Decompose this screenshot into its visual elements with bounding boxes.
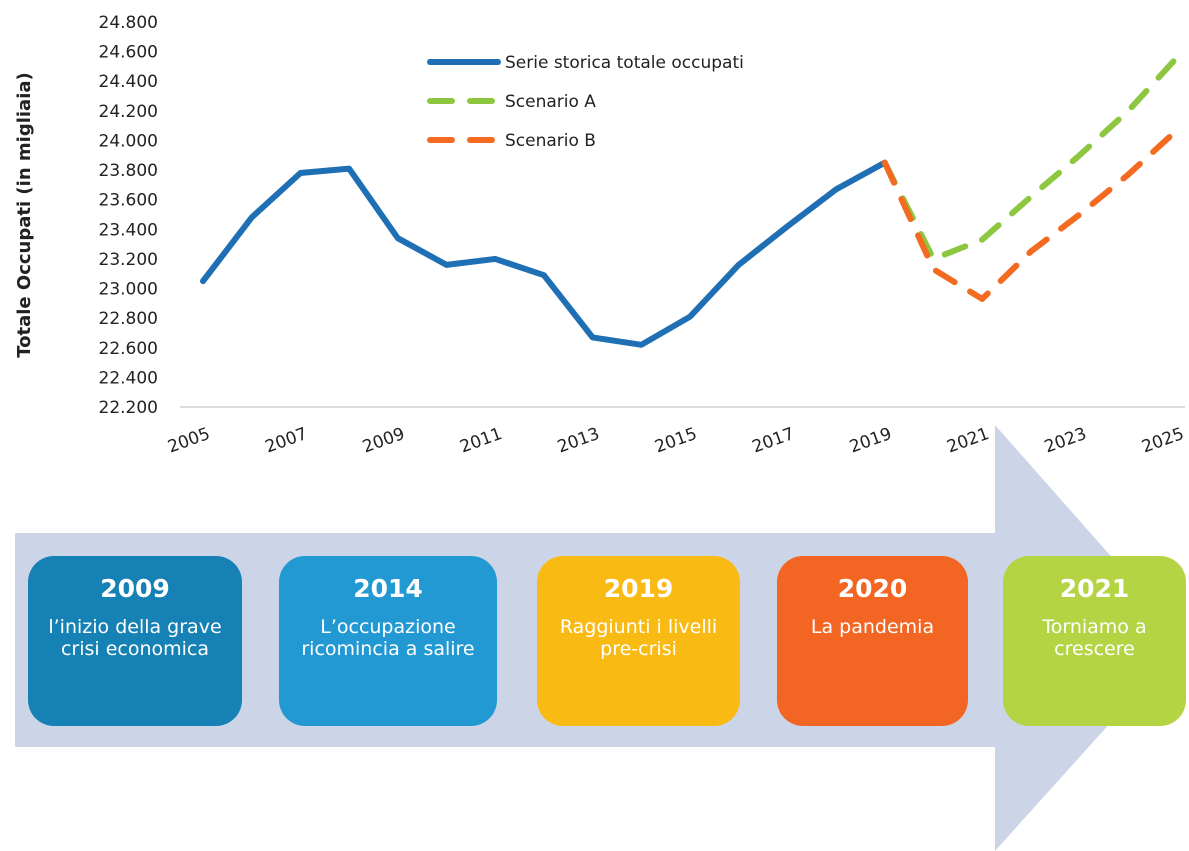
y-tick-label: 22.800 [99,309,158,329]
timeline-year: 2019 [603,574,674,603]
timeline-box: 2009 l’inizio della grave crisi economica [28,556,242,726]
series-line [881,127,1180,302]
legend-label: Scenario A [505,92,596,112]
y-tick-label: 22.600 [99,339,158,359]
timeline-box: 2021 Torniamo a crescere [1003,556,1186,726]
y-tick-label: 24.600 [99,43,158,63]
y-tick-label: 23.200 [99,250,158,270]
y-tick-label: 22.400 [99,368,158,388]
timeline-year: 2021 [1059,574,1130,603]
x-tick-label: 2021 [944,424,991,458]
timeline-box: 2019 Raggiunti i livelli pre-crisi [537,556,740,726]
y-tick-label: 24.000 [99,131,158,151]
timeline-text: L’occupazione ricomincia a salire [301,616,475,660]
y-tick-label: 24.400 [99,72,158,92]
arrow-mask [15,747,995,851]
x-tick-label: 2023 [1042,424,1089,458]
x-tick-label: 2005 [165,424,212,458]
x-tick-label: 2017 [750,424,797,458]
y-tick-label: 23.800 [99,161,158,181]
x-tick-label: 2013 [555,424,602,458]
timeline-box: 2020 La pandemia [777,556,968,726]
timeline-box: 2014 L’occupazione ricomincia a salire [279,556,497,726]
x-tick-label: 2009 [360,424,407,458]
x-tick-label: 2011 [457,424,504,458]
x-tick-label: 2015 [652,424,699,458]
timeline-text: Torniamo a crescere [1042,616,1147,660]
series-line [200,159,888,348]
x-tick-label: 2007 [263,424,310,458]
x-tick-label: 2019 [847,424,894,458]
y-tick-label: 24.200 [99,102,158,122]
y-axis-label: Totale Occupati (in migliaia) [14,72,35,358]
y-tick-label: 23.400 [99,220,158,240]
y-tick-label: 23.600 [99,191,158,211]
timeline-year: 2014 [353,574,423,603]
timeline-text: l’inizio della grave crisi economica [48,616,222,660]
legend-label: Scenario B [505,131,596,151]
timeline-year: 2020 [837,574,908,603]
y-tick-label: 24.800 [99,13,158,33]
y-tick-label: 23.000 [99,280,158,300]
legend-label: Serie storica totale occupati [505,53,744,73]
y-tick-label: 22.200 [99,398,158,418]
x-tick-label: 2025 [1139,424,1186,458]
timeline-year: 2009 [100,574,170,603]
timeline-text: Raggiunti i livelli pre-crisi [559,616,718,660]
series-line [881,54,1180,262]
timeline-text: La pandemia [810,616,935,638]
